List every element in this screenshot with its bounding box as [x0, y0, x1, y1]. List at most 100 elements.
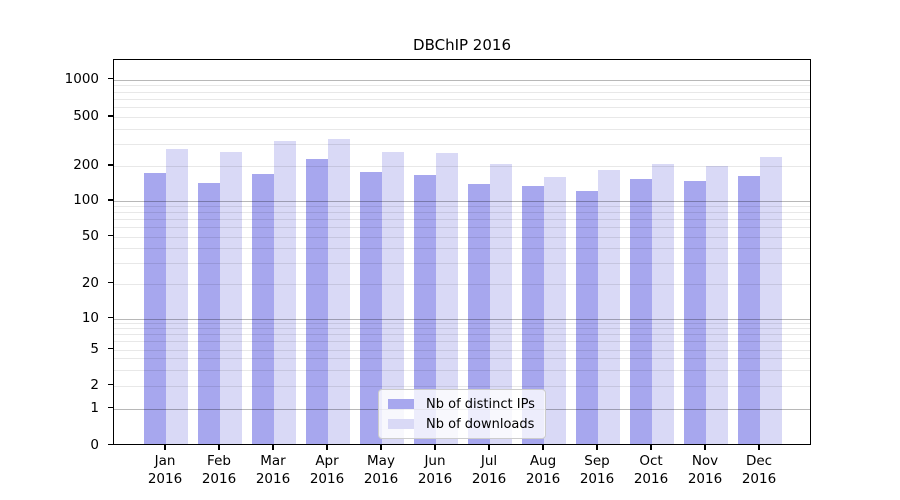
gridline-minor [114, 206, 810, 208]
x-tick-month: Jul [480, 453, 498, 469]
x-tick-year: 2016 [471, 471, 507, 487]
y-tick-mark [108, 281, 113, 284]
y-tick-mark [108, 406, 113, 409]
x-axis-tick-label: Jul 2016 [459, 452, 519, 488]
x-axis-tick-label: Jun 2016 [405, 452, 465, 488]
x-tick-year: 2016 [255, 471, 291, 487]
x-tick-year: 2016 [363, 471, 399, 487]
gridline-minor [114, 98, 810, 100]
x-axis-tick-label: May 2016 [351, 452, 411, 488]
bar-downloads [436, 153, 458, 444]
bar-downloads [598, 170, 620, 444]
gridline-minor [114, 328, 810, 330]
y-tick-mark [108, 443, 113, 446]
x-axis-tick-label: Mar 2016 [243, 452, 303, 488]
x-tick-month: Jan [154, 453, 176, 469]
x-tick-year: 2016 [633, 471, 669, 487]
gridline-major [114, 318, 810, 320]
x-tick-year: 2016 [525, 471, 561, 487]
bar-downloads [382, 152, 404, 444]
bar-distinct-ips [738, 176, 760, 444]
bar-downloads [706, 165, 728, 444]
x-tick-month: Apr [315, 453, 339, 469]
x-tick-month: Aug [529, 453, 557, 469]
bar-downloads [490, 163, 512, 444]
x-tick-mark [650, 445, 652, 450]
gridline-minor [114, 117, 810, 118]
gridline-minor [114, 334, 810, 336]
chart-title: DBChIP 2016 [413, 36, 511, 54]
bar-downloads [760, 157, 782, 444]
bar-distinct-ips [630, 178, 652, 444]
gridline-major [114, 79, 810, 81]
bar-downloads [652, 163, 674, 444]
y-axis-tick-label: 200 [73, 157, 99, 173]
x-tick-month: Feb [207, 453, 231, 469]
x-tick-mark [326, 445, 328, 450]
gridline-minor [114, 283, 810, 285]
legend: Nb of distinct IPs Nb of downloads [378, 389, 546, 439]
x-tick-year: 2016 [417, 471, 453, 487]
bar-downloads [166, 148, 188, 444]
gridline-minor [114, 262, 810, 264]
x-tick-mark [218, 445, 220, 450]
y-tick-mark [108, 234, 113, 237]
x-tick-month: Sep [584, 453, 610, 469]
gridline-minor [114, 85, 810, 87]
y-axis-tick-label: 500 [73, 108, 99, 124]
legend-label-downloads: Nb of downloads [426, 416, 535, 432]
x-tick-month: May [367, 453, 395, 469]
gridline-minor [114, 128, 810, 130]
x-axis-tick-label: Apr 2016 [297, 452, 357, 488]
y-axis-tick-label: 1 [90, 399, 99, 416]
bar-downloads [328, 139, 350, 444]
x-tick-year: 2016 [147, 471, 183, 487]
gridline-major [114, 201, 810, 202]
x-axis-tick-label: Nov 2016 [675, 452, 735, 488]
x-tick-year: 2016 [309, 471, 345, 487]
x-tick-mark [542, 445, 544, 450]
y-axis-tick-label: 2 [90, 376, 99, 393]
bar-distinct-ips [144, 172, 166, 444]
bar-distinct-ips [252, 173, 274, 444]
gridline-minor [114, 219, 810, 221]
x-tick-year: 2016 [201, 471, 237, 487]
gridline-minor [114, 358, 810, 360]
x-axis-tick-label: Dec 2016 [729, 452, 789, 488]
x-tick-mark [596, 445, 598, 450]
gridline-minor [114, 107, 810, 109]
legend-swatch-downloads [388, 419, 414, 429]
y-tick-mark [108, 383, 113, 386]
legend-row-distinct-ips: Nb of distinct IPs [388, 394, 536, 414]
bar-distinct-ips [522, 185, 544, 444]
x-axis-tick-label: Sep 2016 [567, 452, 627, 488]
gridline-minor [114, 341, 810, 343]
y-axis-tick-label: 100 [73, 192, 99, 208]
legend-label-distinct-ips: Nb of distinct IPs [426, 396, 535, 412]
bar-distinct-ips [468, 184, 490, 444]
bar-downloads [544, 177, 566, 444]
y-tick-mark [108, 115, 113, 117]
x-tick-mark [758, 445, 760, 450]
bar-distinct-ips [576, 191, 598, 444]
y-tick-mark [108, 164, 113, 166]
x-tick-mark [488, 445, 490, 450]
gridline-minor [114, 227, 810, 229]
x-tick-month: Nov [691, 453, 719, 469]
x-axis-tick-label: Jan 2016 [135, 452, 195, 488]
gridline-minor [114, 236, 810, 238]
y-tick-mark [108, 347, 113, 350]
y-tick-mark [108, 77, 113, 80]
bar-distinct-ips [306, 159, 328, 444]
x-tick-mark [164, 445, 166, 450]
y-tick-mark [108, 316, 113, 319]
plot-area [113, 59, 811, 445]
bar-distinct-ips [684, 181, 706, 444]
x-tick-mark [704, 445, 706, 450]
x-tick-year: 2016 [741, 471, 777, 487]
bar-downloads [274, 141, 296, 444]
y-axis-tick-label: 0 [90, 436, 99, 453]
x-tick-mark [272, 445, 274, 450]
x-tick-mark [434, 445, 436, 450]
